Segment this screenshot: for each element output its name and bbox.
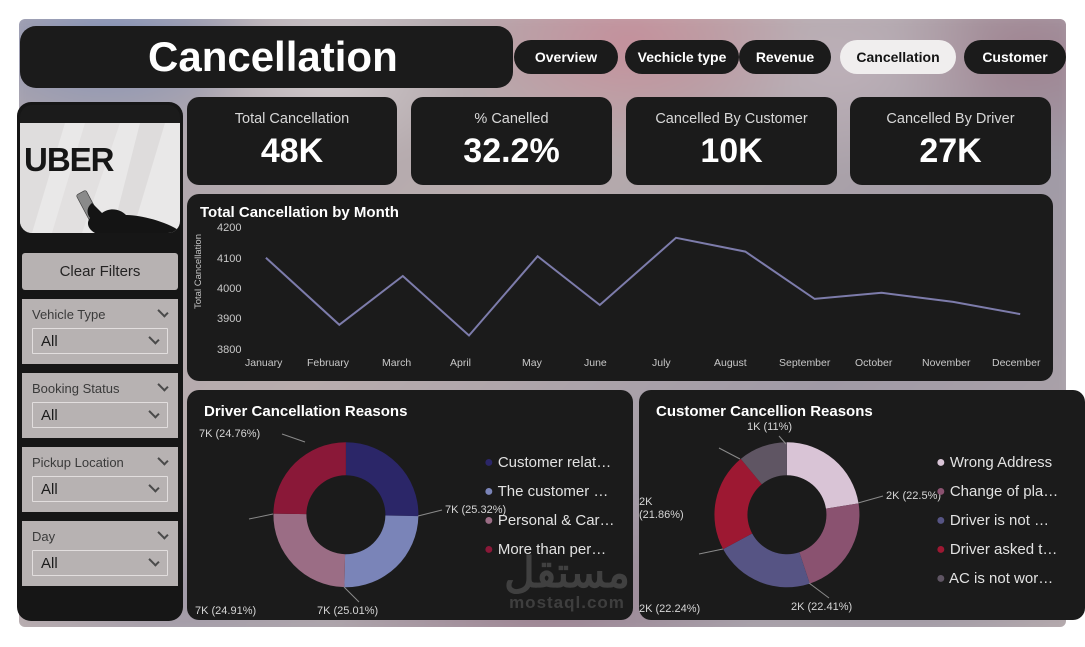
svg-text:7K (24.91%): 7K (24.91%) — [195, 605, 256, 617]
svg-text:3800: 3800 — [217, 344, 241, 356]
svg-text:(21.86%): (21.86%) — [639, 509, 684, 521]
svg-text:4200: 4200 — [217, 222, 241, 234]
svg-text:December: December — [992, 357, 1041, 369]
svg-text:September: September — [779, 357, 831, 369]
svg-text:2K (22.24%): 2K (22.24%) — [639, 603, 700, 615]
svg-text:3900: 3900 — [217, 313, 241, 325]
svg-text:4000: 4000 — [217, 283, 241, 295]
svg-text:2K (22.41%): 2K (22.41%) — [791, 601, 852, 613]
svg-text:October: October — [855, 357, 893, 369]
svg-text:Total Cancellation: Total Cancellation — [193, 234, 204, 309]
svg-text:1K (11%): 1K (11%) — [747, 421, 792, 433]
svg-text:7K (25.01%): 7K (25.01%) — [317, 605, 378, 617]
svg-text:June: June — [584, 357, 607, 369]
svg-text:November: November — [922, 357, 971, 369]
svg-text:7K (24.76%): 7K (24.76%) — [199, 428, 260, 440]
svg-text:August: August — [714, 357, 747, 369]
svg-text:4100: 4100 — [217, 253, 241, 265]
svg-text:UBER: UBER — [24, 141, 115, 178]
svg-text:2K: 2K — [639, 496, 653, 508]
svg-text:2K (22.5%): 2K (22.5%) — [886, 490, 941, 502]
svg-text:March: March — [382, 357, 411, 369]
svg-text:May: May — [522, 357, 543, 369]
svg-text:July: July — [652, 357, 671, 369]
svg-text:January: January — [245, 357, 283, 369]
svg-text:April: April — [450, 357, 471, 369]
svg-text:February: February — [307, 357, 350, 369]
